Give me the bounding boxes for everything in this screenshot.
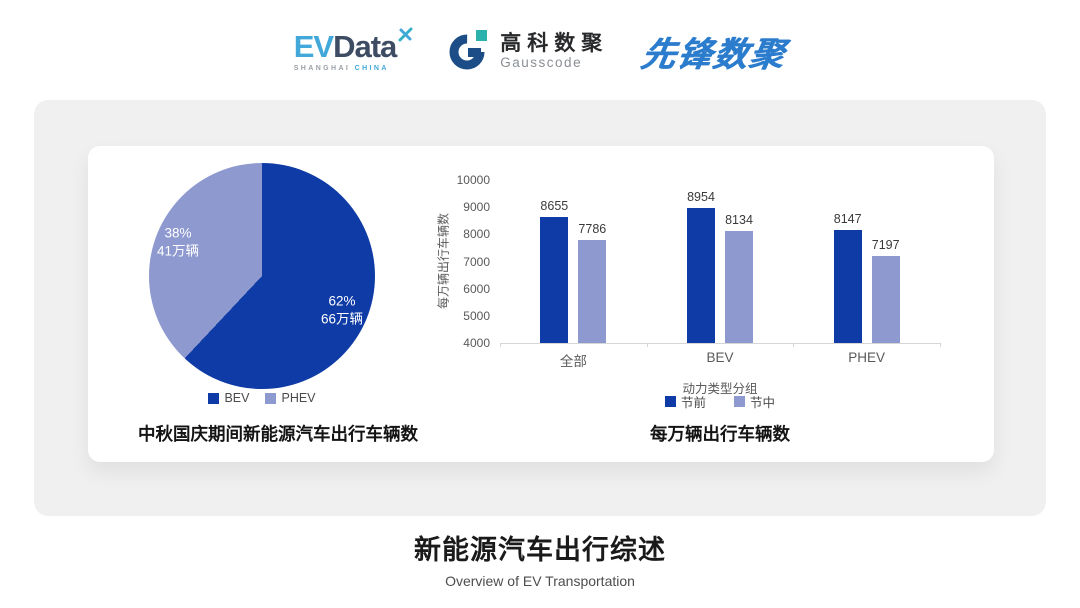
bar-legend: 节前 节中 [500,392,940,411]
x-axis-tick [940,343,941,347]
bar-s0-c0 [540,216,569,343]
bar-legend-item-pre: 节前 [664,392,706,411]
bar-legend-label-pre: 节前 [680,396,706,410]
pie-legend-label-bev: BEV [224,391,250,405]
y-tick-label: 8000 [463,227,490,242]
y-tick-label: 10000 [456,173,490,187]
pie-chart-caption: 中秋国庆期间新能源汽车出行车辆数 [138,424,418,444]
bar-value-label: 8134 [725,212,753,227]
y-tick-label: 9000 [463,200,490,215]
pie-chart [149,163,375,389]
y-tick-label: 5000 [463,308,490,323]
gausscode-text: 高科数聚 Gausscode [500,32,608,71]
bar-s0-c2 [833,230,862,343]
y-tick-label: 7000 [463,254,490,269]
bar-value-label: 8954 [687,190,715,205]
bar-legend-item-mid: 节中 [734,392,775,411]
x-category-label: BEV [706,350,734,365]
pie-slice-label-phev: 38% 41万辆 [157,224,199,259]
pie-legend-label-phev: PHEV [281,391,316,405]
gausscode-g-icon [447,26,491,77]
pie-bev-percent: 62% [328,293,356,309]
evdata-subtitle: SHANGHAI CHINA [294,65,389,72]
bar-x-axis-title: 动力类型分组 [682,382,758,396]
evdata-pinwheel-icon [398,27,413,46]
gausscode-en-name: Gausscode [500,54,583,70]
mid-holiday-swatch-icon [734,396,745,407]
x-axis-tick [646,343,648,347]
x-category-label: PHEV [848,350,886,365]
bar-value-label: 8147 [833,212,862,227]
y-tick-label: 6000 [463,281,490,296]
evdata-subtitle-shanghai: SHANGHAI [293,64,351,72]
x-axis-tick [793,343,795,347]
charts-card: 62% 66万辆 38% 41万辆 BEV PHEV 中秋国庆期间新能源汽车出行… [88,146,994,462]
gausscode-logo: 高科数聚 Gausscode [447,26,608,77]
bar-s1-c1 [725,230,753,343]
evdata-subtitle-china: CHINA [354,64,389,72]
header: EV Data SHANGHAI CHINA 高科数聚 Gausscode [0,18,1080,84]
bev-swatch-icon [208,392,220,404]
pie-legend: BEV PHEV [124,391,400,405]
pie-bev-value: 66万辆 [320,311,364,326]
gausscode-cn-name: 高科数聚 [500,31,609,55]
evdata-wordmark: EV Data [293,27,414,64]
pie-phev-percent: 38% [164,225,192,241]
page-subtitle: Overview of EV Transportation [445,573,635,589]
bar-chart-caption: 每万辆出行车辆数 [650,424,790,444]
content-panel: 62% 66万辆 38% 41万辆 BEV PHEV 中秋国庆期间新能源汽车出行… [34,100,1046,516]
page-title: 新能源汽车出行综述 [414,535,666,565]
pie-slice-label-bev: 62% 66万辆 [321,292,363,327]
footer: 新能源汽车出行综述 Overview of EV Transportation [0,528,1080,589]
x-category-label: 全部 [559,354,587,369]
evdata-ev-text: EV [293,28,334,64]
bar-s0-c1 [687,208,715,343]
phev-swatch-icon [265,392,277,404]
x-axis-tick [500,343,501,347]
y-tick-label: 4000 [463,336,490,350]
evdata-logo: EV Data SHANGHAI CHINA [293,27,414,72]
bar-value-label: 7786 [578,222,607,237]
bar-legend-label-mid: 节中 [750,396,776,410]
pie-legend-item-bev: BEV [208,391,249,405]
pie-legend-item-phev: PHEV [265,391,316,405]
x-axis-line [500,343,940,344]
pre-holiday-swatch-icon [664,396,676,407]
xianfeng-logo: 先锋数聚 [638,35,790,74]
bar-value-label: 8655 [540,198,569,213]
bar-s1-c0 [578,240,607,343]
evdata-data-text: Data [333,28,397,64]
bar-s1-c2 [871,256,900,343]
pie-phev-value: 41万辆 [156,243,200,258]
bar-value-label: 7197 [871,238,900,253]
